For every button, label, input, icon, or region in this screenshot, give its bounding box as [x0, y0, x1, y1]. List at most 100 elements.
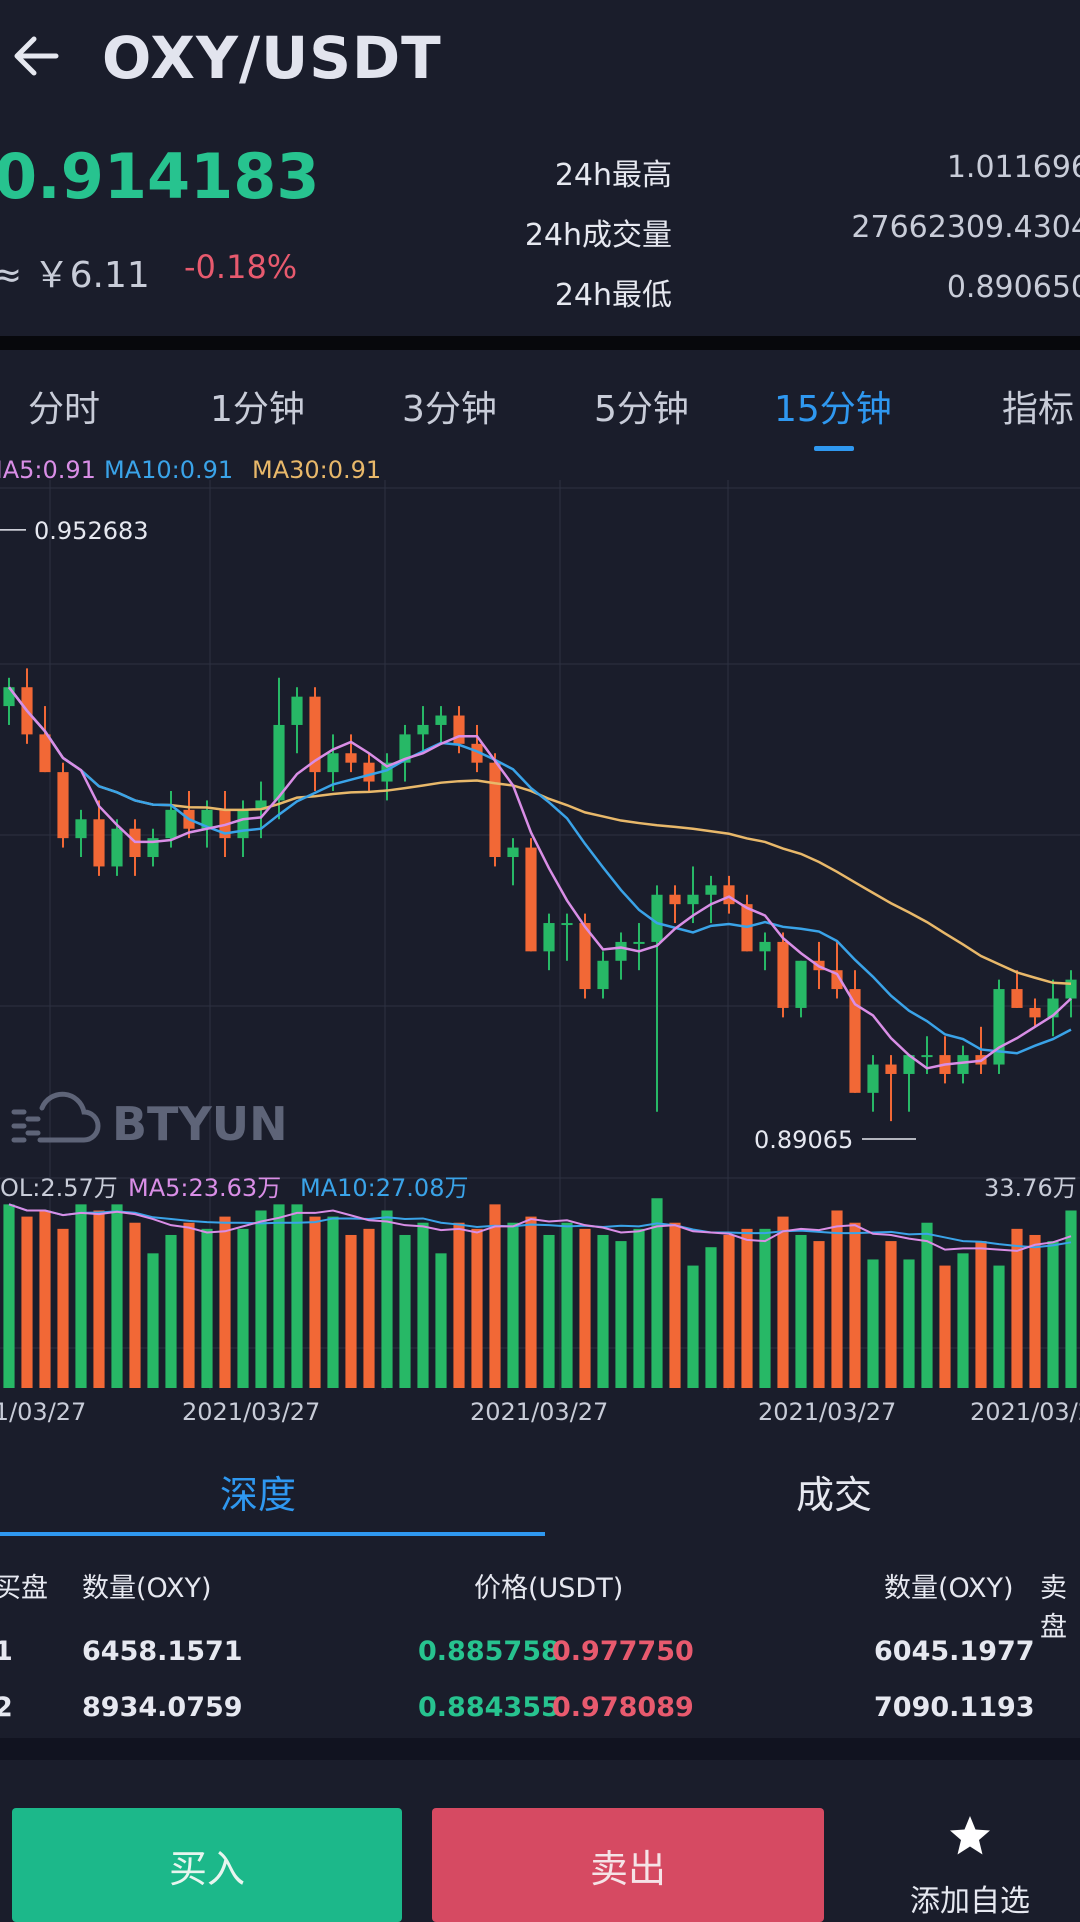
volume-bar [21, 1216, 33, 1388]
candle-body [273, 724, 285, 801]
pair-title: OXY/USDT [102, 24, 442, 92]
volume-bar [831, 1210, 843, 1388]
kline-chart[interactable]: 0.952683 0.89065 BTYUN 2021/03/27 2021/03/27… [0, 440, 1080, 1440]
ma10-label: MA10:0.91 [104, 456, 234, 484]
volume-bar [939, 1265, 951, 1388]
star-icon[interactable] [948, 1814, 992, 1858]
ma5-label: MA5:0.91 [0, 456, 96, 484]
candle-body [543, 923, 555, 952]
cny-price: ≈ ￥6.11 [0, 255, 150, 296]
volume-bar [93, 1210, 105, 1388]
header-sell: 卖盘 [1040, 1573, 1067, 1643]
low-label: 24h最低 [554, 278, 672, 313]
date-label: 2021/03/27 [970, 1398, 1080, 1426]
active-tab-indicator [814, 446, 854, 451]
candle-body [507, 847, 519, 858]
ask-qty: 7090.1193 [874, 1692, 1035, 1723]
vol-ma10-label: MA10:27.08万 [300, 1174, 469, 1202]
volume-bar [453, 1222, 465, 1388]
divider [0, 1738, 1080, 1760]
candle-body [669, 894, 681, 905]
volume-bar [651, 1198, 663, 1388]
volume-bar [993, 1265, 1005, 1388]
volume-bar [1029, 1234, 1041, 1388]
volume-bar [867, 1259, 879, 1388]
volume-bar [669, 1222, 681, 1388]
candle-body [111, 828, 123, 867]
tab-trades[interactable]: 成交 [796, 1473, 873, 1517]
depth-tab-underline [0, 1532, 545, 1536]
candle-body [597, 960, 609, 990]
candle-body [453, 715, 465, 744]
candle-body [831, 970, 843, 990]
back-arrow-icon[interactable] [8, 28, 64, 84]
volume-bar [381, 1210, 393, 1388]
candle-body [849, 989, 861, 1093]
volume-bar [903, 1259, 915, 1388]
candle-body [993, 989, 1005, 1065]
candle-body [255, 800, 267, 810]
volume-bar [579, 1228, 591, 1388]
tab-5min[interactable]: 5分钟 [594, 389, 689, 430]
volume-bar [885, 1241, 897, 1388]
candle-body [903, 1055, 915, 1074]
buy-button[interactable]: 买入 [12, 1808, 402, 1922]
header-price: 价格(USDT) [474, 1573, 624, 1604]
price-change: -0.18% [184, 248, 298, 286]
volume-bar [309, 1216, 321, 1388]
volume-bar [1047, 1241, 1059, 1388]
vol-label: VOL:2.57万 [0, 1174, 118, 1202]
low-marker-label: 0.89065 [754, 1126, 853, 1154]
volume-bar [849, 1222, 861, 1388]
volume-bar [633, 1228, 645, 1388]
add-favorite-label[interactable]: 添加自选 [910, 1884, 1030, 1919]
tab-1min[interactable]: 1分钟 [210, 389, 305, 430]
candle-body [489, 762, 501, 858]
volume-bar [957, 1253, 969, 1388]
volume-value: 27662309.4304 [851, 210, 1080, 245]
vol-ma5-label: MA5:23.63万 [128, 1174, 282, 1202]
candle-body [93, 819, 105, 867]
high-marker-label: 0.952683 [34, 517, 149, 545]
volume-bar [777, 1216, 789, 1388]
btyun-logo-icon [11, 1091, 101, 1143]
btyun-watermark: BTYUN [112, 1097, 288, 1151]
low-value: 0.890650 [946, 270, 1080, 305]
tab-indicators[interactable]: 指标 [1002, 389, 1075, 430]
high-label: 24h最高 [554, 158, 672, 193]
ma30-label: MA30:0.91 [252, 456, 382, 484]
tab-3min[interactable]: 3分钟 [402, 389, 497, 430]
volume-bar [921, 1222, 933, 1388]
candle-body [633, 941, 645, 944]
candle-body [363, 762, 375, 782]
date-label: 2021/03/27 [182, 1398, 320, 1426]
candle-body [723, 885, 735, 905]
volume-bar [759, 1228, 771, 1388]
candle-body [165, 809, 177, 839]
tab-15min[interactable]: 15分钟 [774, 389, 892, 430]
candle-body [1029, 1007, 1041, 1018]
volume-label: 24h成交量 [524, 218, 672, 253]
candle-body [291, 696, 303, 725]
tab-depth[interactable]: 深度 [220, 1473, 297, 1517]
row-index: 2 [0, 1692, 13, 1723]
candle-body [75, 819, 87, 839]
bid-price: 0.884355 [418, 1692, 560, 1723]
volume-bar [39, 1210, 51, 1388]
volume-bar [597, 1234, 609, 1388]
volume-bar [129, 1222, 141, 1388]
ma10-line [8, 686, 1072, 1055]
volume-bar [615, 1241, 627, 1388]
tab-timeline[interactable]: 分时 [28, 389, 101, 430]
bid-price: 0.885758 [418, 1636, 560, 1667]
candle-body [201, 809, 213, 829]
header-buy: 买盘 [0, 1573, 48, 1604]
ma5-line [8, 686, 1072, 1070]
candle-body [435, 715, 447, 725]
vol-max-label: 33.76万 [984, 1174, 1077, 1202]
sell-button[interactable]: 卖出 [432, 1808, 824, 1922]
volume-bar [183, 1222, 195, 1388]
candle-body [867, 1064, 879, 1093]
high-value: 1.011696 [946, 150, 1080, 185]
candle-body [3, 687, 15, 707]
